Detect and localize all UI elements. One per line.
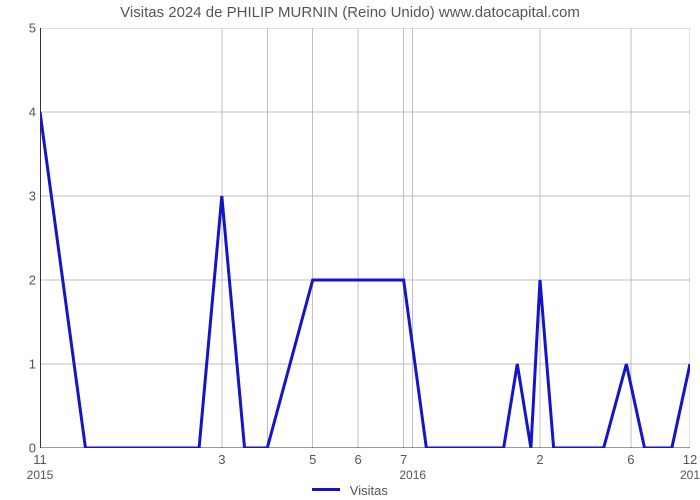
y-tick-label: 2 (29, 273, 36, 288)
y-tick-label: 3 (29, 189, 36, 204)
y-tick-label: 4 (29, 105, 36, 120)
chart-container: Visitas 2024 de PHILIP MURNIN (Reino Uni… (0, 0, 700, 500)
x-tick-label: 11 (33, 452, 47, 467)
legend: Visitas (0, 483, 700, 498)
x-tick-label: 12 (683, 452, 697, 467)
x-tick-sublabel: 2016 (399, 468, 426, 482)
y-tick-label: 5 (29, 21, 36, 36)
chart-title: Visitas 2024 de PHILIP MURNIN (Reino Uni… (0, 4, 700, 21)
gridlines (40, 28, 690, 448)
legend-label: Visitas (350, 483, 388, 498)
x-tick-sublabel: 201 (680, 468, 700, 482)
x-tick-label: 3 (218, 452, 225, 467)
x-tick-label: 6 (627, 452, 634, 467)
plot-area (40, 28, 690, 448)
x-tick-label: 5 (309, 452, 316, 467)
legend-swatch (312, 488, 340, 491)
x-tick-label: 2 (536, 452, 543, 467)
x-tick-sublabel: 2015 (27, 468, 54, 482)
x-tick-label: 7 (400, 452, 407, 467)
x-tick-label: 6 (355, 452, 362, 467)
y-tick-label: 1 (29, 357, 36, 372)
axes (40, 28, 690, 448)
